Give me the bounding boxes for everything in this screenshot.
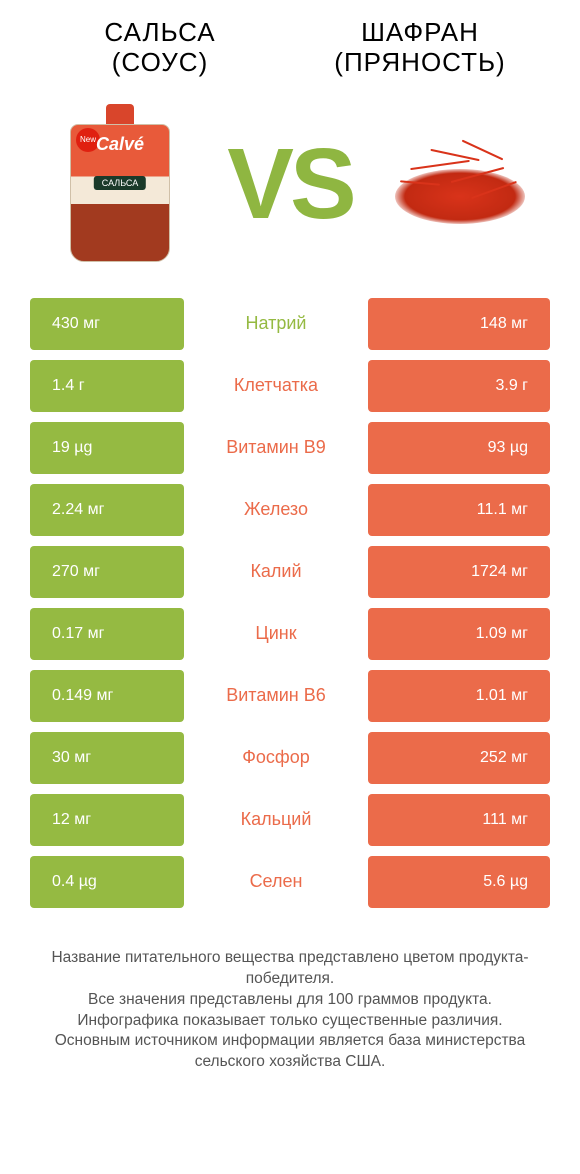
packet-label-text: САЛЬСА: [94, 176, 146, 190]
nutrient-label: Кальций: [184, 809, 368, 830]
product-images-row: New Calvé САЛЬСА VS: [0, 78, 580, 298]
right-value-cell: 5.6 µg: [368, 856, 550, 908]
salsa-packet-icon: New Calvé САЛЬСА: [70, 104, 170, 264]
table-row: 1.4 гКлетчатка3.9 г: [30, 360, 550, 412]
left-value-cell: 19 µg: [30, 422, 184, 474]
vs-text: VS: [227, 134, 352, 234]
table-row: 2.24 мгЖелезо11.1 мг: [30, 484, 550, 536]
saffron-icon: [380, 134, 540, 234]
table-row: 0.17 мгЦинк1.09 мг: [30, 608, 550, 660]
left-value-cell: 1.4 г: [30, 360, 184, 412]
nutrient-label: Калий: [184, 561, 368, 582]
left-value-cell: 430 мг: [30, 298, 184, 350]
comparison-table: 430 мгНатрий148 мг 1.4 гКлетчатка3.9 г 19 …: [0, 298, 580, 908]
table-row: 0.149 мгВитамин B61.01 мг: [30, 670, 550, 722]
right-title-line1: ШАФРАН: [290, 18, 550, 48]
nutrient-label: Цинк: [184, 623, 368, 644]
header-titles: САЛЬСА (СОУС) ШАФРАН (ПРЯНОСТЬ): [0, 0, 580, 78]
left-value-cell: 0.17 мг: [30, 608, 184, 660]
right-value-cell: 93 µg: [368, 422, 550, 474]
left-value-cell: 0.149 мг: [30, 670, 184, 722]
right-product-image: [380, 94, 540, 274]
footer-line1: Название питательного вещества представл…: [22, 948, 558, 990]
right-value-cell: 3.9 г: [368, 360, 550, 412]
right-value-cell: 11.1 мг: [368, 484, 550, 536]
left-product-title: САЛЬСА (СОУС): [30, 18, 290, 78]
left-value-cell: 2.24 мг: [30, 484, 184, 536]
footer-notes: Название питательного вещества представл…: [0, 918, 580, 1074]
left-title-line1: САЛЬСА: [30, 18, 290, 48]
right-value-cell: 148 мг: [368, 298, 550, 350]
nutrient-label: Натрий: [184, 313, 368, 334]
table-row: 0.4 µgСелен5.6 µg: [30, 856, 550, 908]
left-title-line2: (СОУС): [30, 48, 290, 78]
table-row: 12 мгКальций111 мг: [30, 794, 550, 846]
brand-logo-text: Calvé: [96, 134, 144, 155]
left-value-cell: 270 мг: [30, 546, 184, 598]
footer-line2: Все значения представлены для 100 граммо…: [22, 990, 558, 1011]
right-value-cell: 111 мг: [368, 794, 550, 846]
nutrient-label: Витамин B9: [184, 437, 368, 458]
footer-line4: Основным источником информации является …: [22, 1031, 558, 1073]
nutrient-label: Клетчатка: [184, 375, 368, 396]
nutrient-label: Железо: [184, 499, 368, 520]
right-value-cell: 1.01 мг: [368, 670, 550, 722]
nutrient-label: Фосфор: [184, 747, 368, 768]
table-row: 430 мгНатрий148 мг: [30, 298, 550, 350]
right-value-cell: 1.09 мг: [368, 608, 550, 660]
left-value-cell: 0.4 µg: [30, 856, 184, 908]
table-row: 30 мгФосфор252 мг: [30, 732, 550, 784]
nutrient-label: Витамин B6: [184, 685, 368, 706]
table-row: 19 µgВитамин B993 µg: [30, 422, 550, 474]
left-value-cell: 12 мг: [30, 794, 184, 846]
left-product-image: New Calvé САЛЬСА: [40, 94, 200, 274]
left-value-cell: 30 мг: [30, 732, 184, 784]
right-value-cell: 252 мг: [368, 732, 550, 784]
table-row: 270 мгКалий1724 мг: [30, 546, 550, 598]
nutrient-label: Селен: [184, 871, 368, 892]
right-value-cell: 1724 мг: [368, 546, 550, 598]
right-product-title: ШАФРАН (ПРЯНОСТЬ): [290, 18, 550, 78]
right-title-line2: (ПРЯНОСТЬ): [290, 48, 550, 78]
footer-line3: Инфографика показывает только существенн…: [22, 1011, 558, 1032]
